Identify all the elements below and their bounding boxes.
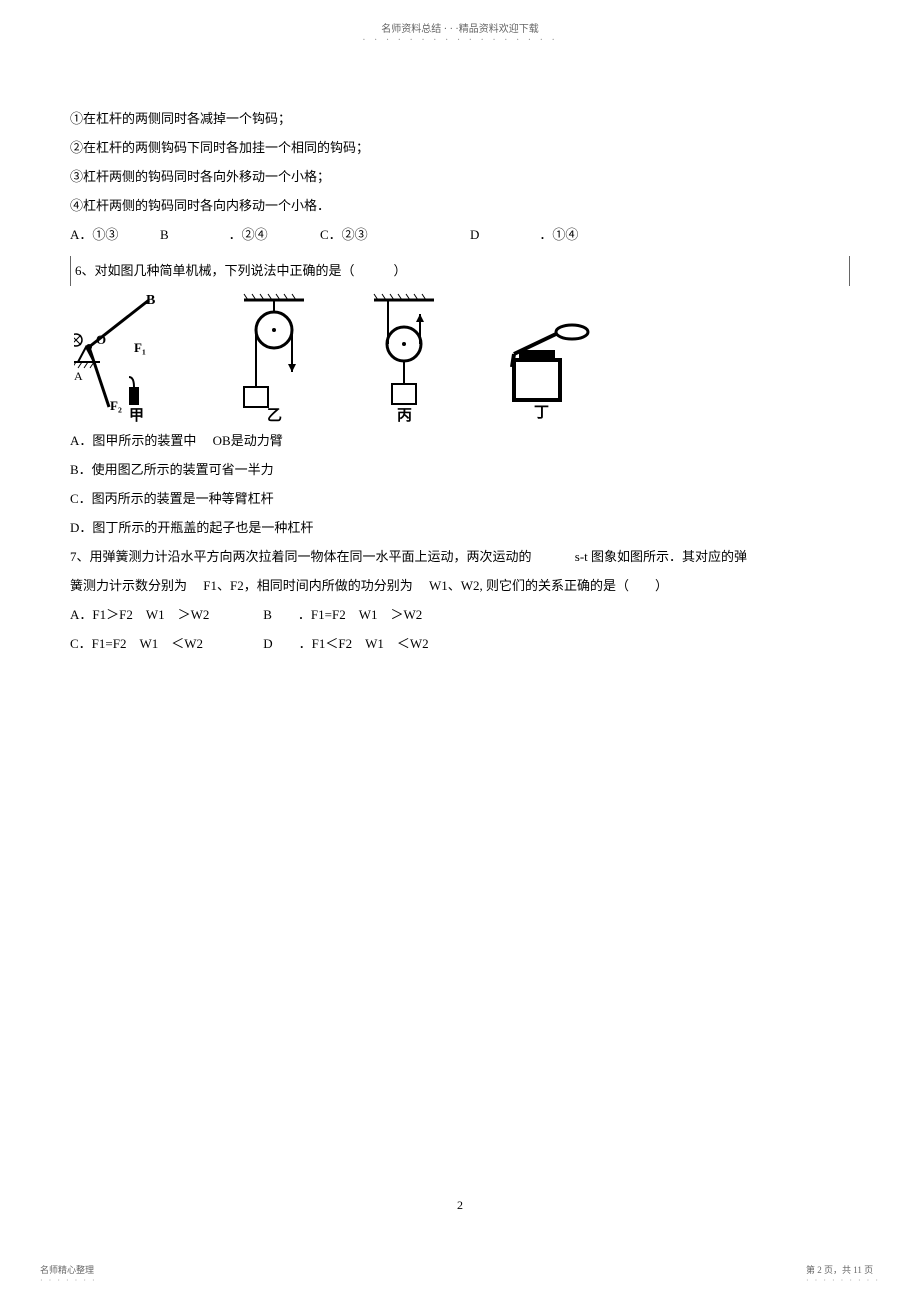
q5-optC: C．②③: [320, 222, 470, 248]
content-area: ①在杠杆的两侧同时各减掉一个钩码； ②在杠杆的两侧钩码下同时各加挂一个相同的钩码…: [0, 46, 920, 657]
footer-right: 第 2 页，共 11 页 · · · · · · · · ·: [806, 1263, 880, 1285]
svg-text:A: A: [74, 369, 83, 383]
q7-optA: A．F1＞F2 W1 ＞W2: [70, 602, 260, 628]
diagram-jia-icon: B O A F₁ F₂ 甲: [74, 292, 184, 422]
q5-item1: ①在杠杆的两侧同时各减掉一个钩码；: [70, 106, 850, 132]
q6-stem: 6、对如图几种简单机械，下列说法中正确的是（ ）: [75, 263, 407, 278]
q7-optC: C．F1=F2 W1 ＜W2: [70, 631, 260, 657]
q6-optA: A．图甲所示的装置中 OB是动力臂: [70, 428, 850, 454]
q7-stem-line2: 簧测力计示数分别为 F1、F2，相同时间内所做的功分别为 W1、W2, 则它们的…: [70, 573, 850, 599]
header-text: 名师资料总结 · · ·精品资料欢迎下载: [0, 20, 920, 35]
q7-optB: B ．F1=F2 W1 ＞W2: [263, 607, 422, 622]
svg-text:F₁: F₁: [134, 340, 146, 355]
svg-text:丁: 丁: [534, 405, 549, 421]
q5-item4: ④杠杆两侧的钩码同时各向内移动一个小格．: [70, 193, 850, 219]
q7-optD: D ．F1＜F2 W1 ＜W2: [263, 636, 428, 651]
q7-stem-line1: 7、用弹簧测力计沿水平方向两次拉着同一物体在同一水平面上运动，两次运动的 s-t…: [70, 544, 850, 570]
svg-text:O: O: [96, 332, 106, 347]
q7-options-row1: A．F1＞F2 W1 ＞W2 B ．F1=F2 W1 ＞W2: [70, 602, 850, 628]
q6-stem-box: 6、对如图几种简单机械，下列说法中正确的是（ ）: [70, 256, 850, 286]
svg-text:F₂: F₂: [110, 398, 122, 413]
page-header: 名师资料总结 · · ·精品资料欢迎下载 · · · · · · · · · ·…: [0, 0, 920, 46]
q5-optB: B．②④: [160, 222, 320, 248]
diagram-yi-icon: 乙: [234, 292, 314, 422]
svg-text:丙: 丙: [397, 407, 412, 422]
q5-item3: ③杠杆两侧的钩码同时各向外移动一个小格；: [70, 164, 850, 190]
footer-left: 名师精心整理 · · · · · · ·: [40, 1263, 97, 1285]
header-dots: · · · · · · · · · · · · · · · · ·: [0, 35, 920, 46]
q6-optD: D．图丁所示的开瓶盖的起子也是一种杠杆: [70, 515, 850, 541]
diagram-ding-icon: 丁: [494, 312, 594, 422]
q7-options-row2: C．F1=F2 W1 ＜W2 D ．F1＜F2 W1 ＜W2: [70, 631, 850, 657]
page-number: 2: [457, 1198, 463, 1213]
q5-optA: A．①③: [70, 222, 160, 248]
q6-optB: B．使用图乙所示的装置可省一半力: [70, 457, 850, 483]
svg-text:甲: 甲: [129, 407, 144, 422]
diagram-bing-icon: 丙: [364, 292, 444, 422]
q6-diagrams: B O A F₁ F₂ 甲: [70, 292, 850, 422]
q6-optC: C．图丙所示的装置是一种等臂杠杆: [70, 486, 850, 512]
q5-optD: D．①④: [470, 222, 620, 248]
q5-options: A．①③ B．②④ C．②③ D．①④: [70, 222, 850, 248]
svg-text:乙: 乙: [267, 408, 282, 422]
q5-item2: ②在杠杆的两侧钩码下同时各加挂一个相同的钩码；: [70, 135, 850, 161]
